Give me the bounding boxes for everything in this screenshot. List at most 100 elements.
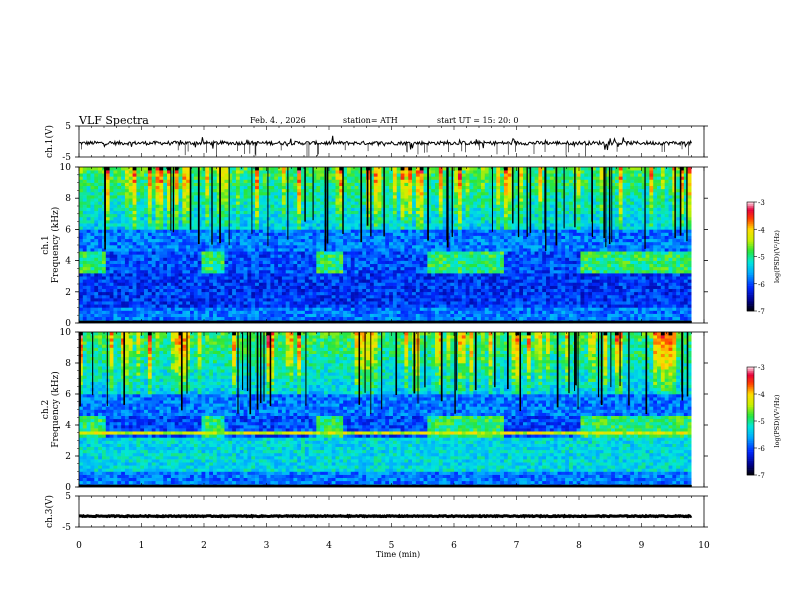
spectrogram-cell xyxy=(270,226,275,230)
spectrogram-cell xyxy=(301,223,306,227)
spectrogram-cell xyxy=(285,294,290,299)
spectrogram-cell xyxy=(136,204,141,208)
spectrogram-cell xyxy=(251,176,256,180)
spectrogram-cell xyxy=(144,220,149,224)
figure-title: VLF Spectra xyxy=(78,114,149,127)
spectrogram-cell xyxy=(220,195,225,199)
spectrogram-cell xyxy=(193,254,198,258)
spectrogram-cell xyxy=(304,273,309,277)
spectrogram-cell xyxy=(178,176,183,180)
spectrogram-cell xyxy=(90,288,95,293)
spectrogram-cell xyxy=(408,216,413,221)
spectrogram-cell xyxy=(167,232,172,236)
spectrogram-cell xyxy=(163,285,168,289)
spectrogram-cell xyxy=(362,313,367,318)
spectrogram-cell xyxy=(128,241,133,246)
spectrogram-cell xyxy=(98,223,103,227)
spectrogram-cell xyxy=(312,276,317,280)
spectrogram-cell xyxy=(121,282,126,286)
spectrogram-cell xyxy=(247,229,252,233)
spectrogram-cell xyxy=(270,291,275,296)
spectrogram-cell xyxy=(190,210,195,215)
spectrogram-cell xyxy=(193,263,198,268)
spectrogram-cell xyxy=(101,204,107,208)
spectrogram-cell xyxy=(136,307,141,311)
spectrogram-cell xyxy=(209,238,214,243)
spectrogram-cell xyxy=(147,207,153,211)
spectrogram-cell xyxy=(235,282,241,286)
spectrogram-cell xyxy=(124,207,130,211)
spectrogram-cell xyxy=(163,191,168,196)
spectrogram-cell xyxy=(400,291,405,296)
spectrogram-cell xyxy=(113,216,118,221)
spectrogram-cell xyxy=(274,213,279,218)
spectrogram-cell xyxy=(335,232,340,236)
spectrogram-cell xyxy=(235,310,241,314)
spectrogram-cell xyxy=(182,273,187,277)
spectrogram-cell xyxy=(190,195,195,199)
spectrogram-cell xyxy=(373,301,378,305)
spectrogram-cell xyxy=(105,279,110,283)
spectrogram-cell xyxy=(216,279,221,283)
spectrogram-cell xyxy=(339,173,344,177)
spectrogram-cell xyxy=(335,298,340,302)
spectrogram-cell xyxy=(232,220,237,224)
spectrogram-cell xyxy=(442,198,447,202)
spectrogram-cell xyxy=(396,173,401,177)
spectrogram-cell xyxy=(186,313,191,318)
spectrogram-cell xyxy=(144,313,149,318)
spectrogram-cell xyxy=(121,251,126,255)
spectrogram-cell xyxy=(163,216,168,221)
spectrogram-cell xyxy=(174,273,179,277)
spectrogram-cell xyxy=(431,232,436,236)
spectrogram-cell xyxy=(136,223,141,227)
spectrogram-cell xyxy=(396,213,401,218)
spectrogram-cell xyxy=(312,191,317,196)
spectrogram-cell xyxy=(144,238,149,243)
spectrogram-cell xyxy=(327,285,332,289)
spectrogram-cell xyxy=(301,213,306,218)
spectrogram-cell xyxy=(98,304,103,308)
spectrogram-cell xyxy=(190,173,195,177)
spectrogram-cell xyxy=(320,198,325,202)
spectrogram-cell xyxy=(266,191,271,196)
spectrogram-cell xyxy=(327,241,332,246)
spectrogram-cell xyxy=(385,304,390,308)
spectrogram-cell xyxy=(113,310,118,314)
spectrogram-cell xyxy=(159,298,164,302)
spectrogram-cell xyxy=(182,263,187,268)
spectrogram-cell xyxy=(228,266,233,271)
spectrogram-cell xyxy=(438,285,443,289)
spectrogram-cell xyxy=(228,251,233,255)
spectrogram-cell xyxy=(128,282,133,286)
spectrogram-cell xyxy=(147,254,153,258)
spectrogram-cell xyxy=(159,229,164,233)
spectrogram-cell xyxy=(438,273,443,277)
spectrogram-cell xyxy=(144,173,149,177)
spectrogram-cell xyxy=(190,245,195,249)
spectrogram-cell xyxy=(346,276,352,280)
spectrogram-cell xyxy=(247,298,252,302)
spectrogram-cell xyxy=(419,191,424,196)
spectrogram-cell xyxy=(262,167,267,171)
spectrogram-cell xyxy=(346,185,352,190)
spectrogram-cell xyxy=(304,301,309,305)
spectrogram-cell xyxy=(339,220,344,224)
spectrogram-cell xyxy=(392,220,398,224)
spectrogram-cell xyxy=(212,210,218,215)
spectrogram-cell xyxy=(132,291,137,296)
spectrogram-cell xyxy=(392,301,398,305)
spectrogram-cell xyxy=(216,273,221,277)
spectrogram-cell xyxy=(90,307,95,311)
spectrogram-cell xyxy=(431,288,436,293)
spectrogram-cell xyxy=(251,313,256,318)
spectrogram-cell xyxy=(377,238,382,243)
spectrogram-cell xyxy=(90,279,95,283)
spectrogram-cell xyxy=(278,185,283,190)
spectrogram-cell xyxy=(197,298,202,302)
spectrogram-cell xyxy=(346,207,352,211)
spectrogram-cell xyxy=(278,210,283,215)
spectrogram-cell xyxy=(224,201,229,205)
spectrogram-cell xyxy=(354,176,359,180)
spectrogram-cell xyxy=(224,288,229,293)
